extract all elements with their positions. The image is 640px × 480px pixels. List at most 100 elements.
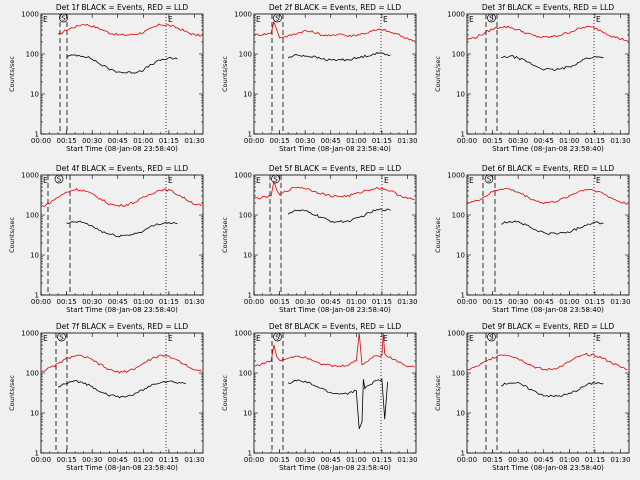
marker-label-s: S <box>487 176 492 184</box>
series-line-lld <box>253 181 415 201</box>
x-tick-label: 01:30 <box>397 456 417 464</box>
panel-det-2: Det 2f BLACK = Events, RED = LLD 1 10 100 10… <box>221 3 418 153</box>
x-tick-label: 00:15 <box>56 298 76 306</box>
x-tick-label: 01:15 <box>372 298 392 306</box>
marker-label-e-end: E <box>384 176 389 185</box>
marker-label-s: S <box>57 176 62 184</box>
y-axis-label: Counts/sec <box>434 375 442 411</box>
x-tick-label: 00:15 <box>269 137 289 145</box>
plot-frame <box>40 174 204 296</box>
y-tick-label: 1 <box>461 450 465 458</box>
y-tick-label: 100 <box>452 212 465 220</box>
x-tick-label: 00:00 <box>457 137 477 145</box>
x-tick-label: 00:30 <box>82 456 102 464</box>
marker-label-e-start: E <box>43 334 48 343</box>
marker-circle <box>487 332 496 342</box>
series-line-events <box>287 378 388 430</box>
plot-title: Det 9f BLACK = Events, RED = LLD <box>482 322 615 331</box>
x-tick-label: 00:00 <box>244 298 264 306</box>
series-line-lld <box>57 23 202 37</box>
panel-det-9: Det 9f BLACK = Events, RED = LLD 1 10 100 10… <box>434 322 631 472</box>
y-tick-label: 1000 <box>447 11 465 19</box>
x-tick-label: 00:15 <box>482 456 502 464</box>
y-tick-label: 10 <box>243 91 252 99</box>
plot-frame <box>253 174 417 296</box>
x-tick-label: 00:45 <box>108 298 128 306</box>
series-line-events <box>501 55 604 71</box>
marker-label-e-start: E <box>43 176 48 185</box>
x-tick-label: 01:30 <box>610 298 630 306</box>
y-tick-label: 100 <box>239 51 252 59</box>
marker-label-e-end: E <box>383 334 388 343</box>
plot-frame <box>466 332 630 454</box>
y-tick-label: 100 <box>26 212 39 220</box>
series-line-events <box>500 381 604 398</box>
y-tick-label: 100 <box>239 212 252 220</box>
x-tick-label: 00:00 <box>31 456 51 464</box>
marker-label-s: S <box>275 15 280 23</box>
y-tick-label: 1 <box>35 292 39 300</box>
marker-label-s: S <box>489 334 494 342</box>
y-tick-label: 10 <box>30 410 39 418</box>
x-tick-label: 00:00 <box>31 137 51 145</box>
y-tick-label: 1000 <box>447 172 465 180</box>
y-tick-label: 1 <box>35 450 39 458</box>
panel-det-6: Det 6f BLACK = Events, RED = LLD 1 10 100 10… <box>434 164 631 314</box>
y-tick-label: 1 <box>248 292 252 300</box>
marker-label-s: S <box>489 15 494 23</box>
x-tick-label: 00:45 <box>321 137 341 145</box>
y-tick-label: 1000 <box>234 172 252 180</box>
x-tick-label: 01:00 <box>559 456 579 464</box>
series-line-events <box>66 220 178 238</box>
x-axis-label: Start Time (08-Jan-08 23:58:40) <box>279 306 391 314</box>
x-tick-label: 00:15 <box>56 456 76 464</box>
x-tick-label: 01:15 <box>159 137 179 145</box>
x-tick-label: 00:30 <box>508 137 528 145</box>
x-tick-label: 01:30 <box>610 137 630 145</box>
x-tick-label: 01:00 <box>559 137 579 145</box>
x-tick-label: 00:15 <box>482 298 502 306</box>
series-line-lld <box>40 354 202 374</box>
marker-label-s: S <box>61 15 66 23</box>
y-tick-label: 100 <box>239 370 252 378</box>
y-tick-label: 10 <box>243 252 252 260</box>
y-tick-label: 10 <box>30 91 39 99</box>
series-line-lld <box>466 187 628 205</box>
x-tick-label: 01:30 <box>184 137 204 145</box>
plot-title: Det 2f BLACK = Events, RED = LLD <box>269 3 402 12</box>
x-axis-label: Start Time (08-Jan-08 23:58:40) <box>279 145 391 153</box>
y-tick-label: 100 <box>452 370 465 378</box>
y-axis-label: Counts/sec <box>434 217 442 253</box>
series-line-events <box>287 51 391 62</box>
x-tick-label: 00:45 <box>108 456 128 464</box>
x-tick-label: 01:00 <box>559 298 579 306</box>
panel-det-1: Det 1f BLACK = Events, RED = LLD 1 10 100 10… <box>8 3 205 153</box>
x-axis-label: Start Time (08-Jan-08 23:58:40) <box>279 464 391 472</box>
plot-title: Det 8f BLACK = Events, RED = LLD <box>269 322 402 331</box>
x-tick-label: 00:30 <box>82 137 102 145</box>
y-tick-label: 100 <box>26 51 39 59</box>
marker-label-e-end: E <box>383 15 388 24</box>
marker-circle <box>54 174 64 184</box>
y-tick-label: 10 <box>30 252 39 260</box>
y-tick-label: 10 <box>456 91 465 99</box>
series-line-lld <box>253 332 415 368</box>
y-tick-label: 1000 <box>21 330 39 338</box>
plot-frame <box>253 13 417 135</box>
marker-label-e-start: E <box>256 176 261 185</box>
x-axis-label: Start Time (08-Jan-08 23:58:40) <box>492 306 604 314</box>
x-tick-label: 00:30 <box>82 298 102 306</box>
marker-label-e-start: E <box>469 15 474 24</box>
plot-title: Det 6f BLACK = Events, RED = LLD <box>482 164 615 173</box>
y-tick-label: 100 <box>452 51 465 59</box>
series-line-events <box>500 220 604 235</box>
x-tick-label: 01:15 <box>372 456 392 464</box>
marker-circle <box>57 332 66 342</box>
marker-circle <box>487 13 496 23</box>
plot-frame <box>466 13 630 135</box>
x-tick-label: 00:30 <box>295 137 315 145</box>
panel-det-8: Det 8f BLACK = Events, RED = LLD 1 10 100 10… <box>221 322 418 472</box>
x-tick-label: 00:45 <box>321 298 341 306</box>
plot-frame <box>466 174 630 296</box>
marker-circle <box>273 332 282 342</box>
